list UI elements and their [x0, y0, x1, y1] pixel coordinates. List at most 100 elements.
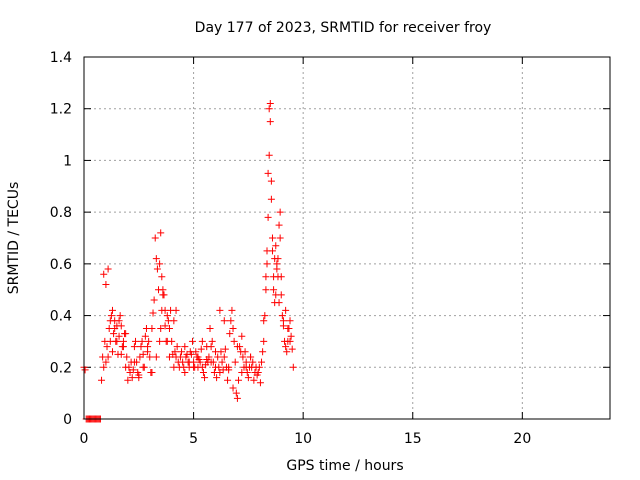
data-point — [145, 337, 153, 345]
grid — [84, 57, 610, 419]
data-point — [104, 265, 112, 273]
data-point — [274, 255, 282, 263]
data-point — [129, 366, 137, 374]
data-point — [150, 296, 158, 304]
data-point — [116, 312, 124, 320]
data-point — [139, 350, 147, 358]
data-point — [288, 345, 296, 353]
data-point — [262, 273, 270, 281]
data-point — [181, 343, 189, 351]
data-point — [130, 343, 138, 351]
data-point — [102, 281, 110, 289]
data-point — [115, 332, 123, 340]
axis-ticks: 0 0.2 0.4 0.6 0.8 1 1.2 1.4 0 5 10 15 20 — [50, 50, 610, 447]
data-point — [278, 312, 286, 320]
data-point — [229, 384, 237, 392]
data-point — [192, 348, 200, 356]
data-point — [152, 255, 160, 263]
data-point — [81, 366, 89, 374]
x-tick-label: 0 — [80, 431, 89, 447]
data-point — [228, 306, 236, 314]
data-point — [254, 368, 262, 376]
data-point — [220, 317, 228, 325]
data-point — [233, 343, 241, 351]
data-point — [165, 325, 173, 332]
data-point — [215, 363, 223, 371]
data-point — [242, 363, 250, 371]
data-point — [287, 332, 295, 340]
data-point — [113, 337, 121, 345]
data-point — [161, 322, 169, 330]
data-point — [156, 337, 164, 345]
data-point — [152, 353, 160, 361]
data-point — [260, 317, 268, 325]
data-point — [107, 312, 115, 320]
data-point — [157, 229, 165, 237]
data-point — [198, 337, 206, 345]
data-point — [157, 325, 165, 332]
data-point — [151, 234, 159, 242]
data-point — [122, 330, 130, 338]
data-point — [263, 260, 271, 268]
data-point — [262, 286, 270, 294]
data-point — [276, 234, 284, 242]
data-point — [196, 358, 204, 366]
data-point — [104, 353, 112, 361]
data-point — [103, 343, 111, 351]
data-point — [286, 317, 294, 325]
data-point — [148, 325, 156, 332]
y-tick-label: 0.8 — [50, 205, 72, 221]
data-point — [218, 358, 226, 366]
data-point — [275, 221, 283, 229]
data-point — [216, 306, 224, 314]
data-point — [108, 348, 116, 356]
data-point — [172, 306, 180, 314]
data-point — [123, 353, 131, 361]
data-point — [265, 105, 273, 113]
data-point — [214, 353, 222, 361]
x-tick-label: 10 — [294, 431, 312, 447]
data-point — [119, 343, 127, 351]
data-point — [124, 376, 132, 384]
data-point — [238, 368, 246, 376]
data-point — [225, 363, 233, 371]
data-point — [144, 348, 152, 356]
data-point — [250, 376, 258, 384]
data-point — [212, 348, 219, 356]
data-point — [117, 322, 125, 330]
data-point — [227, 317, 235, 325]
data-point — [265, 151, 273, 159]
x-axis-label: GPS time / hours — [286, 458, 403, 474]
data-point — [158, 273, 166, 281]
data-point — [213, 374, 221, 382]
data-point — [194, 353, 202, 361]
chart-title: Day 177 of 2023, SRMTID for receiver fro… — [195, 20, 492, 36]
data-point — [270, 286, 278, 294]
data-point — [100, 270, 108, 278]
data-point — [188, 337, 196, 345]
y-axis-label: SRMTID / TECUs — [6, 182, 22, 295]
data-point — [138, 337, 146, 345]
data-point — [226, 330, 234, 338]
data-point — [161, 306, 169, 314]
data-point — [139, 363, 147, 371]
data-point — [102, 358, 110, 366]
data-point — [272, 242, 280, 250]
data-point — [283, 348, 291, 356]
data-point — [128, 374, 136, 382]
data-point — [173, 343, 181, 351]
data-point — [289, 363, 297, 371]
data-point — [244, 374, 252, 382]
data-point — [277, 291, 285, 299]
data-point — [266, 100, 274, 108]
data-point — [110, 330, 118, 338]
data-point — [235, 376, 243, 384]
data-point — [247, 353, 255, 361]
data-point — [259, 348, 267, 356]
data-point — [229, 325, 237, 332]
data-point — [284, 325, 292, 332]
data-point — [268, 234, 276, 242]
data-point — [282, 343, 290, 351]
data-point — [171, 348, 179, 356]
